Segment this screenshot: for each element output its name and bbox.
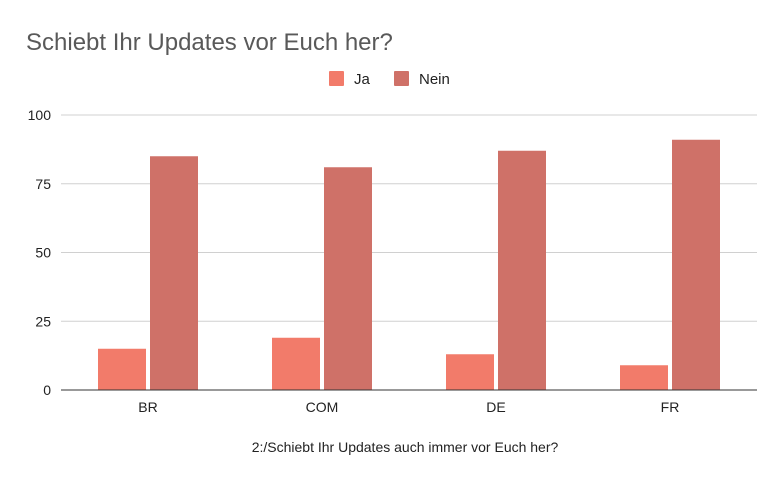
bar-ja-com — [272, 337, 320, 390]
legend-swatch-ja — [329, 71, 344, 86]
x-axis-label: 2:/Schiebt Ihr Updates auch immer vor Eu… — [252, 439, 559, 455]
legend-swatch-nein — [394, 71, 409, 86]
bar-nein-fr — [672, 139, 720, 390]
y-tick-label: 0 — [43, 382, 51, 398]
bar-ja-fr — [620, 365, 668, 390]
y-tick-label: 50 — [35, 245, 51, 261]
legend-label-nein: Nein — [419, 71, 450, 88]
y-tick-label: 75 — [35, 176, 51, 192]
bar-nein-br — [150, 156, 198, 390]
bar-ja-br — [98, 348, 146, 390]
plot-area: 0 25 50 75 100 BR COM DE FR — [28, 107, 757, 415]
y-tick-label: 25 — [35, 313, 51, 329]
bar-ja-de — [446, 354, 494, 390]
x-tick-label: FR — [661, 399, 680, 415]
chart-title: Schiebt Ihr Updates vor Euch her? — [26, 29, 393, 56]
x-tick-label: BR — [138, 399, 157, 415]
legend: Ja Nein — [329, 71, 450, 88]
bar-nein-com — [324, 167, 372, 390]
x-tick-label: COM — [306, 399, 339, 415]
bar-nein-de — [498, 150, 546, 390]
y-tick-label: 100 — [28, 107, 52, 123]
x-tick-label: DE — [486, 399, 505, 415]
legend-label-ja: Ja — [354, 71, 371, 88]
